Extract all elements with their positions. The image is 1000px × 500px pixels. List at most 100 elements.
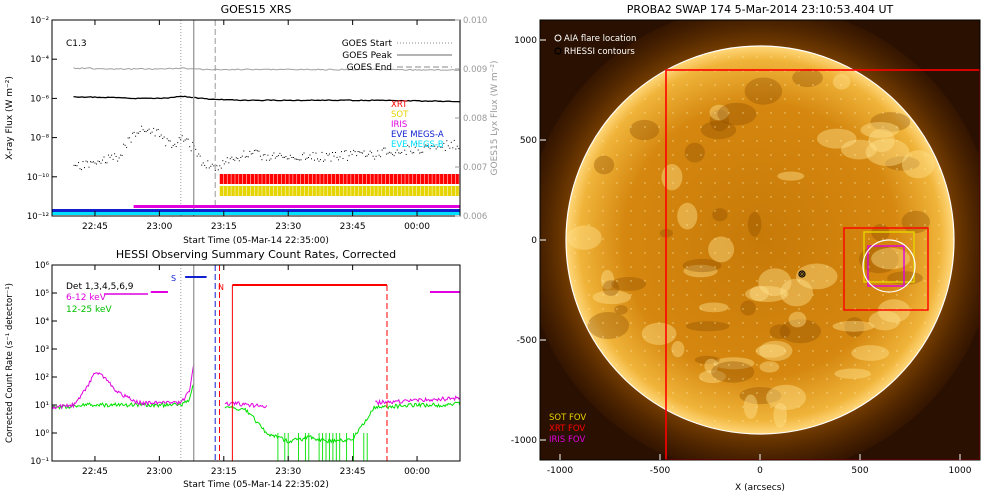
hessi-legend-high: 12-25 keV — [66, 305, 112, 315]
goes-ylabel-right: GOES15 Lyx Flux (W m⁻²) — [490, 61, 500, 176]
swap-title: PROBA2 SWAP 174 5-Mar-2014 23:10:53.404 … — [627, 3, 894, 16]
goes-short-point — [416, 143, 418, 145]
goes-short-point — [271, 154, 273, 156]
goes-short-point — [123, 143, 125, 145]
goes-short-point — [156, 129, 158, 131]
hessi-panel: HESSI Observing Summary Count Rates, Cor… — [5, 248, 461, 490]
goes-inst-xrt: XRT — [391, 100, 408, 110]
goes-short-point — [138, 132, 140, 134]
hessi-xtick-label: 23:00 — [146, 467, 172, 477]
goes-short-point — [407, 144, 409, 146]
goes-short-point — [229, 158, 231, 160]
goes-short-point — [368, 153, 370, 155]
goes-short-point — [144, 130, 146, 132]
goes-short-point — [396, 149, 398, 151]
goes-inst-sot: SOT — [391, 110, 409, 120]
goes-short-point — [434, 145, 436, 147]
goes-plot-area — [52, 20, 460, 216]
goes-short-point — [429, 148, 431, 150]
goes-short-point — [294, 158, 296, 160]
hessi-xtick-label: 23:15 — [211, 467, 237, 477]
goes-short-point — [395, 152, 397, 154]
goes-ylabel: X-ray Flux (W m⁻²) — [5, 76, 15, 160]
goes-short-point — [336, 156, 338, 158]
goes-ytick-right-label: 0.007 — [463, 163, 487, 173]
goes-short-point — [289, 154, 291, 156]
hessi-ytick-label: 10⁵ — [35, 289, 49, 299]
heliographic-grid — [566, 46, 954, 434]
goes-short-point — [189, 146, 191, 148]
goes-short-point — [256, 150, 258, 152]
goes-short-point — [163, 136, 165, 138]
goes-short-point — [446, 140, 448, 142]
goes-short-point — [159, 136, 161, 137]
goes-short-point — [177, 142, 179, 144]
swap-fov-legend: SOT FOV XRT FOV IRIS FOV — [549, 413, 586, 445]
goes-short-point — [165, 145, 167, 147]
goes-short-point — [73, 164, 75, 166]
goes-short-point — [84, 167, 85, 169]
goes-short-point — [371, 152, 373, 154]
goes-short-point — [347, 159, 348, 161]
solar-limb — [565, 45, 955, 435]
goes-short-point — [187, 138, 189, 140]
goes-short-point — [443, 142, 445, 144]
goes-short-point — [341, 151, 342, 153]
fov-label-xrt: XRT FOV — [549, 424, 585, 434]
goes-short-point — [350, 151, 352, 153]
goes-ytick-label: 10⁻⁴ — [30, 55, 49, 65]
hessi-xtick-label: 00:00 — [404, 467, 430, 477]
goes-short-point — [274, 157, 276, 159]
hessi-plot-area — [52, 265, 460, 461]
goes-short-point — [91, 161, 93, 163]
goes-short-point — [153, 127, 155, 129]
goes-short-point — [447, 145, 449, 147]
goes-short-point — [369, 150, 371, 152]
goes-short-point — [384, 147, 386, 149]
hessi-low-energy-line — [52, 364, 460, 410]
goes-short-point — [217, 169, 219, 171]
swap-image — [540, 20, 980, 460]
goes-short-point — [223, 163, 225, 165]
goes-short-point — [117, 160, 119, 162]
goes-ytick-label: 10⁻² — [30, 16, 49, 26]
goes-xtick-label: 23:15 — [211, 222, 237, 232]
goes-short-point — [386, 153, 388, 155]
goes-short-point — [365, 155, 367, 157]
goes-short-point — [168, 140, 170, 142]
swap-xtick-label: -500 — [650, 466, 671, 476]
goes-short-point — [273, 152, 275, 154]
goes-short-point — [297, 159, 299, 160]
goes-short-point — [363, 150, 365, 152]
goes-short-point — [401, 152, 403, 153]
goes-short-point — [453, 139, 455, 141]
goes-short-point — [250, 153, 252, 155]
goes-short-point — [295, 158, 297, 160]
goes-short-point — [378, 154, 380, 156]
goes-short-point — [354, 151, 356, 153]
swap-ytick-label: 500 — [520, 136, 537, 146]
goes-short-point — [79, 168, 81, 170]
swap-legend-aia: AIA flare location — [564, 34, 636, 44]
goes-short-channel-points — [73, 125, 460, 171]
goes-short-point — [408, 146, 410, 148]
goes-short-point — [422, 151, 424, 153]
goes-short-point — [96, 163, 97, 165]
goes-short-point — [249, 150, 251, 152]
goes-short-point — [124, 144, 126, 146]
goes-short-point — [425, 144, 427, 146]
goes-short-point — [219, 165, 221, 167]
goes-short-point — [106, 162, 108, 164]
goes-short-point — [238, 160, 240, 162]
goes-short-point — [300, 159, 302, 161]
rhessi-legend-icon — [554, 47, 562, 55]
goes-short-point — [366, 155, 368, 157]
hessi-ytick-label: 10² — [35, 373, 49, 383]
goes-short-point — [130, 141, 132, 143]
goes-short-point — [111, 154, 113, 156]
goes-short-point — [255, 149, 257, 151]
goes-short-point — [375, 155, 377, 157]
hessi-ytick-label: 10⁻¹ — [30, 457, 49, 467]
goes-short-point — [231, 156, 233, 158]
